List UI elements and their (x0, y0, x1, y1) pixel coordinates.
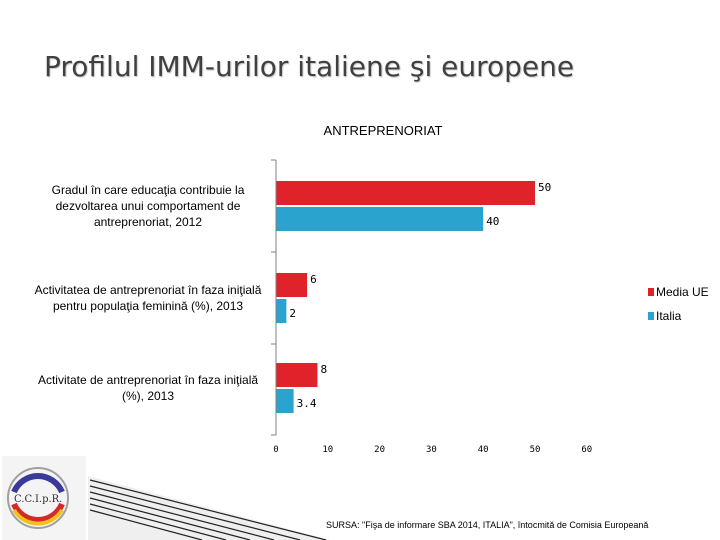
category-label: Activitate de antreprenoriat în faza ini… (38, 373, 258, 387)
category-label: pentru populaţia feminină (%), 2013 (53, 299, 243, 313)
data-label: 8 (320, 363, 327, 376)
data-label: 2 (289, 307, 296, 320)
logo-text: C.C.I.p.R. (14, 494, 62, 505)
logo-ring (7, 467, 69, 529)
category-label: Gradul în care educaţia contribuie la (52, 183, 245, 197)
data-label: 6 (310, 273, 317, 286)
bar (276, 389, 294, 413)
logo-arc-red (11, 502, 65, 523)
decor-stripes (89, 479, 327, 540)
x-tick-label: 10 (322, 445, 333, 455)
legend-swatch (648, 312, 654, 320)
chart-title: ANTREPRENORIAT (323, 123, 443, 138)
data-label: 50 (538, 181, 551, 194)
x-tick-label: 40 (478, 445, 489, 455)
logo-arc-blue (11, 473, 65, 494)
x-tick-label: 20 (374, 445, 385, 455)
category-label: (%), 2013 (122, 389, 174, 403)
category-label: antreprenoriat, 2012 (94, 215, 202, 229)
decor-shade (88, 476, 330, 540)
x-tick-label: 0 (273, 445, 278, 455)
x-tick-label: 60 (581, 445, 592, 455)
bar (276, 207, 484, 231)
bar (276, 363, 318, 387)
legend-label: Media UE (656, 285, 709, 299)
source-note: SURSA: "Fişa de informare SBA 2014, ITAL… (326, 520, 649, 530)
legend-label: Italia (656, 309, 682, 323)
legend-swatch (648, 288, 654, 296)
slide-title: Profilul IMM-urilor italiene şi europene (44, 50, 575, 83)
category-label: dezvoltarea unui comportament de (56, 199, 241, 213)
x-tick-label: 50 (530, 445, 541, 455)
x-tick-label: 30 (426, 445, 437, 455)
bar (276, 181, 535, 205)
data-label: 3.4 (297, 397, 317, 410)
logo-backdrop (2, 456, 86, 540)
ccipr-logo: C.C.I.p.R. (2, 456, 330, 540)
bar (276, 273, 308, 297)
data-label: 40 (486, 215, 499, 228)
category-label: Activitatea de antreprenoriat în faza in… (35, 283, 262, 297)
logo-arc-yellow (12, 508, 64, 526)
bar (276, 299, 287, 323)
